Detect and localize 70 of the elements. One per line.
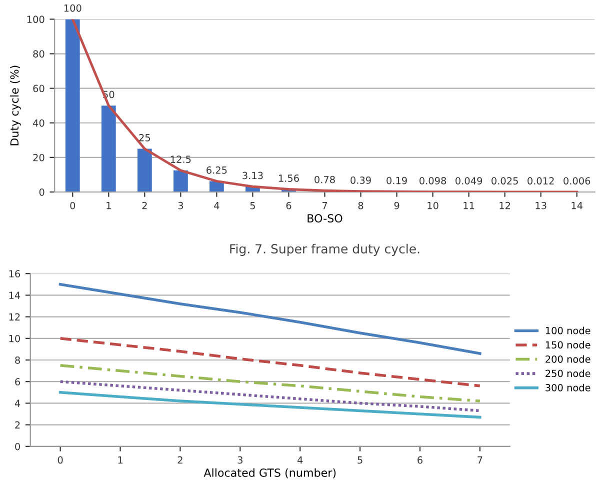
bar (65, 19, 80, 192)
text: Fig. 7. Super frame duty cycle. (230, 244, 420, 256)
x-tick-label: 10 (428, 202, 438, 210)
line-series (58, 364, 482, 402)
bar (101, 106, 116, 192)
legend-label: 150 node (546, 341, 590, 349)
y-tick-label: 2 (15, 421, 20, 428)
data-label: 0.098 (420, 177, 446, 184)
legend-label: 300 node (546, 384, 590, 392)
data-label: 0.39 (350, 176, 371, 184)
y-tick-label: 100 (27, 16, 44, 24)
data-label: 12.5 (170, 156, 191, 163)
legend-label: 200 node (546, 355, 590, 363)
x-tick-label: 1 (118, 456, 122, 464)
x-axis-title: Allocated GTS (number) (204, 468, 336, 478)
y-tick-label: 0 (39, 188, 44, 196)
line-series (58, 391, 482, 419)
line-series (58, 283, 482, 355)
x-tick-label: 12 (500, 202, 510, 210)
data-label: 0.025 (492, 177, 518, 185)
data-label: 0.012 (528, 177, 554, 185)
y-tick-label: 0 (15, 442, 20, 450)
x-tick-label: 6 (286, 202, 292, 210)
x-tick-label: 6 (418, 456, 422, 464)
data-label: 100 (64, 4, 82, 12)
x-tick-label: 4 (297, 456, 303, 464)
y-tick-label: 6 (15, 378, 20, 386)
legend-label: 100 node (546, 326, 590, 334)
x-tick-label: 0 (58, 456, 63, 464)
data-label: 0.78 (314, 176, 335, 184)
y-tick-label: 20 (33, 154, 44, 162)
legend-label: 250 node (546, 370, 590, 378)
x-tick-label: 7 (478, 456, 482, 464)
data-label: 1.56 (278, 174, 299, 182)
bar (137, 148, 152, 192)
y-tick-label: 14 (9, 292, 20, 299)
x-axis-title: BO-SO (308, 214, 342, 223)
bar (173, 170, 188, 192)
y-tick-label: 80 (33, 50, 44, 58)
x-tick-label: 5 (358, 456, 362, 464)
x-tick-label: 13 (536, 202, 546, 210)
data-label: 0.19 (386, 176, 407, 184)
data-label: 25 (139, 134, 150, 142)
line-series (58, 337, 482, 388)
x-tick-label: 0 (70, 202, 76, 210)
x-tick-label: 7 (322, 202, 328, 210)
y-axis-title: Duty cycle (%) (10, 66, 21, 146)
y-tick-label: 16 (9, 270, 20, 278)
x-tick-label: 8 (358, 202, 364, 210)
x-tick-label: 3 (238, 456, 242, 464)
x-tick-label: 14 (572, 202, 582, 210)
x-tick-label: 4 (214, 202, 220, 210)
data-label: 3.13 (242, 172, 263, 180)
y-tick-label: 8 (15, 356, 20, 364)
data-label: 6.25 (206, 166, 227, 174)
x-tick-label: 3 (178, 202, 183, 210)
x-tick-label: 9 (394, 202, 400, 210)
data-label: 0.006 (564, 177, 590, 185)
x-tick-label: 1 (106, 202, 111, 210)
x-tick-label: 2 (178, 456, 182, 464)
y-tick-label: 60 (33, 84, 44, 92)
x-tick-label: 11 (464, 202, 474, 210)
data-label: 0.049 (456, 177, 482, 184)
x-tick-label: 5 (250, 202, 255, 210)
y-tick-label: 4 (14, 400, 20, 407)
y-tick-label: 40 (33, 119, 44, 127)
line-series (58, 380, 482, 412)
y-tick-label: 10 (9, 334, 20, 342)
x-tick-label: 2 (142, 202, 147, 210)
y-tick-label: 12 (9, 313, 20, 320)
